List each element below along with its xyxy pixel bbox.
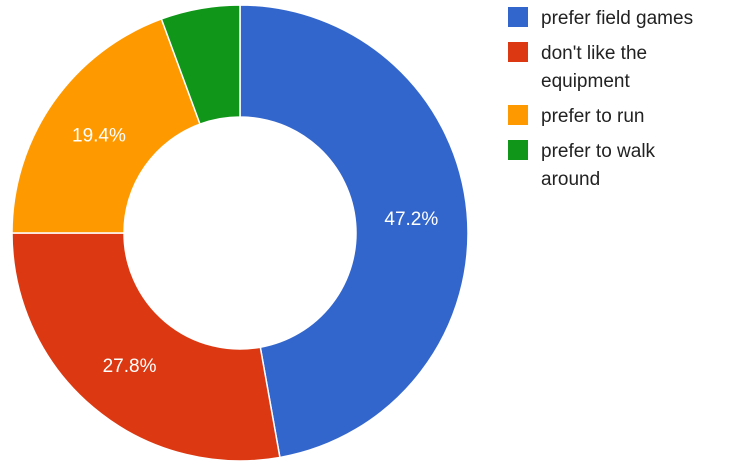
legend-label-prefer-field-games: prefer field games	[541, 8, 693, 29]
legend-item-don-t-like-the-equipment: don't like the equipment	[508, 42, 647, 92]
slice-label-prefer-field-games: 47.2%	[384, 209, 438, 230]
legend-label-prefer-to-run: prefer to run	[541, 106, 645, 127]
legend-label-prefer-to-walk-around-line-2: around	[541, 169, 600, 190]
legend-label-don-t-like-the-equipment-line-2: equipment	[541, 71, 630, 92]
legend-label-prefer-to-walk-around-line-1: prefer to walk	[541, 141, 656, 162]
legend-swatch-prefer-field-games	[508, 7, 528, 27]
slice-prefer-to-run	[11, 18, 201, 234]
slice-prefer-field-games	[239, 4, 469, 459]
slice-label-prefer-to-run: 19.4%	[72, 126, 126, 147]
legend-label-don-t-like-the-equipment-line-1: don't like the	[541, 43, 647, 64]
legend-swatch-don-t-like-the-equipment	[508, 42, 528, 62]
slice-prefer-to-walk-around	[160, 4, 241, 126]
legend-item-prefer-to-walk-around: prefer to walk around	[508, 140, 656, 190]
legend-item-prefer-field-games: prefer field games	[508, 7, 693, 29]
slice-label-don-t-like-the-equipment: 27.8%	[103, 356, 157, 377]
slice-don-t-like-the-equipment	[11, 232, 281, 462]
legend-swatch-prefer-to-run	[508, 105, 528, 125]
chart-legend: prefer field games don't like the equipmen…	[508, 7, 693, 190]
legend-swatch-prefer-to-walk-around	[508, 140, 528, 160]
chart-slices	[11, 4, 469, 462]
legend-item-prefer-to-run: prefer to run	[508, 105, 645, 127]
chart-slice-labels: 47.2% 27.8% 19.4%	[72, 126, 438, 377]
